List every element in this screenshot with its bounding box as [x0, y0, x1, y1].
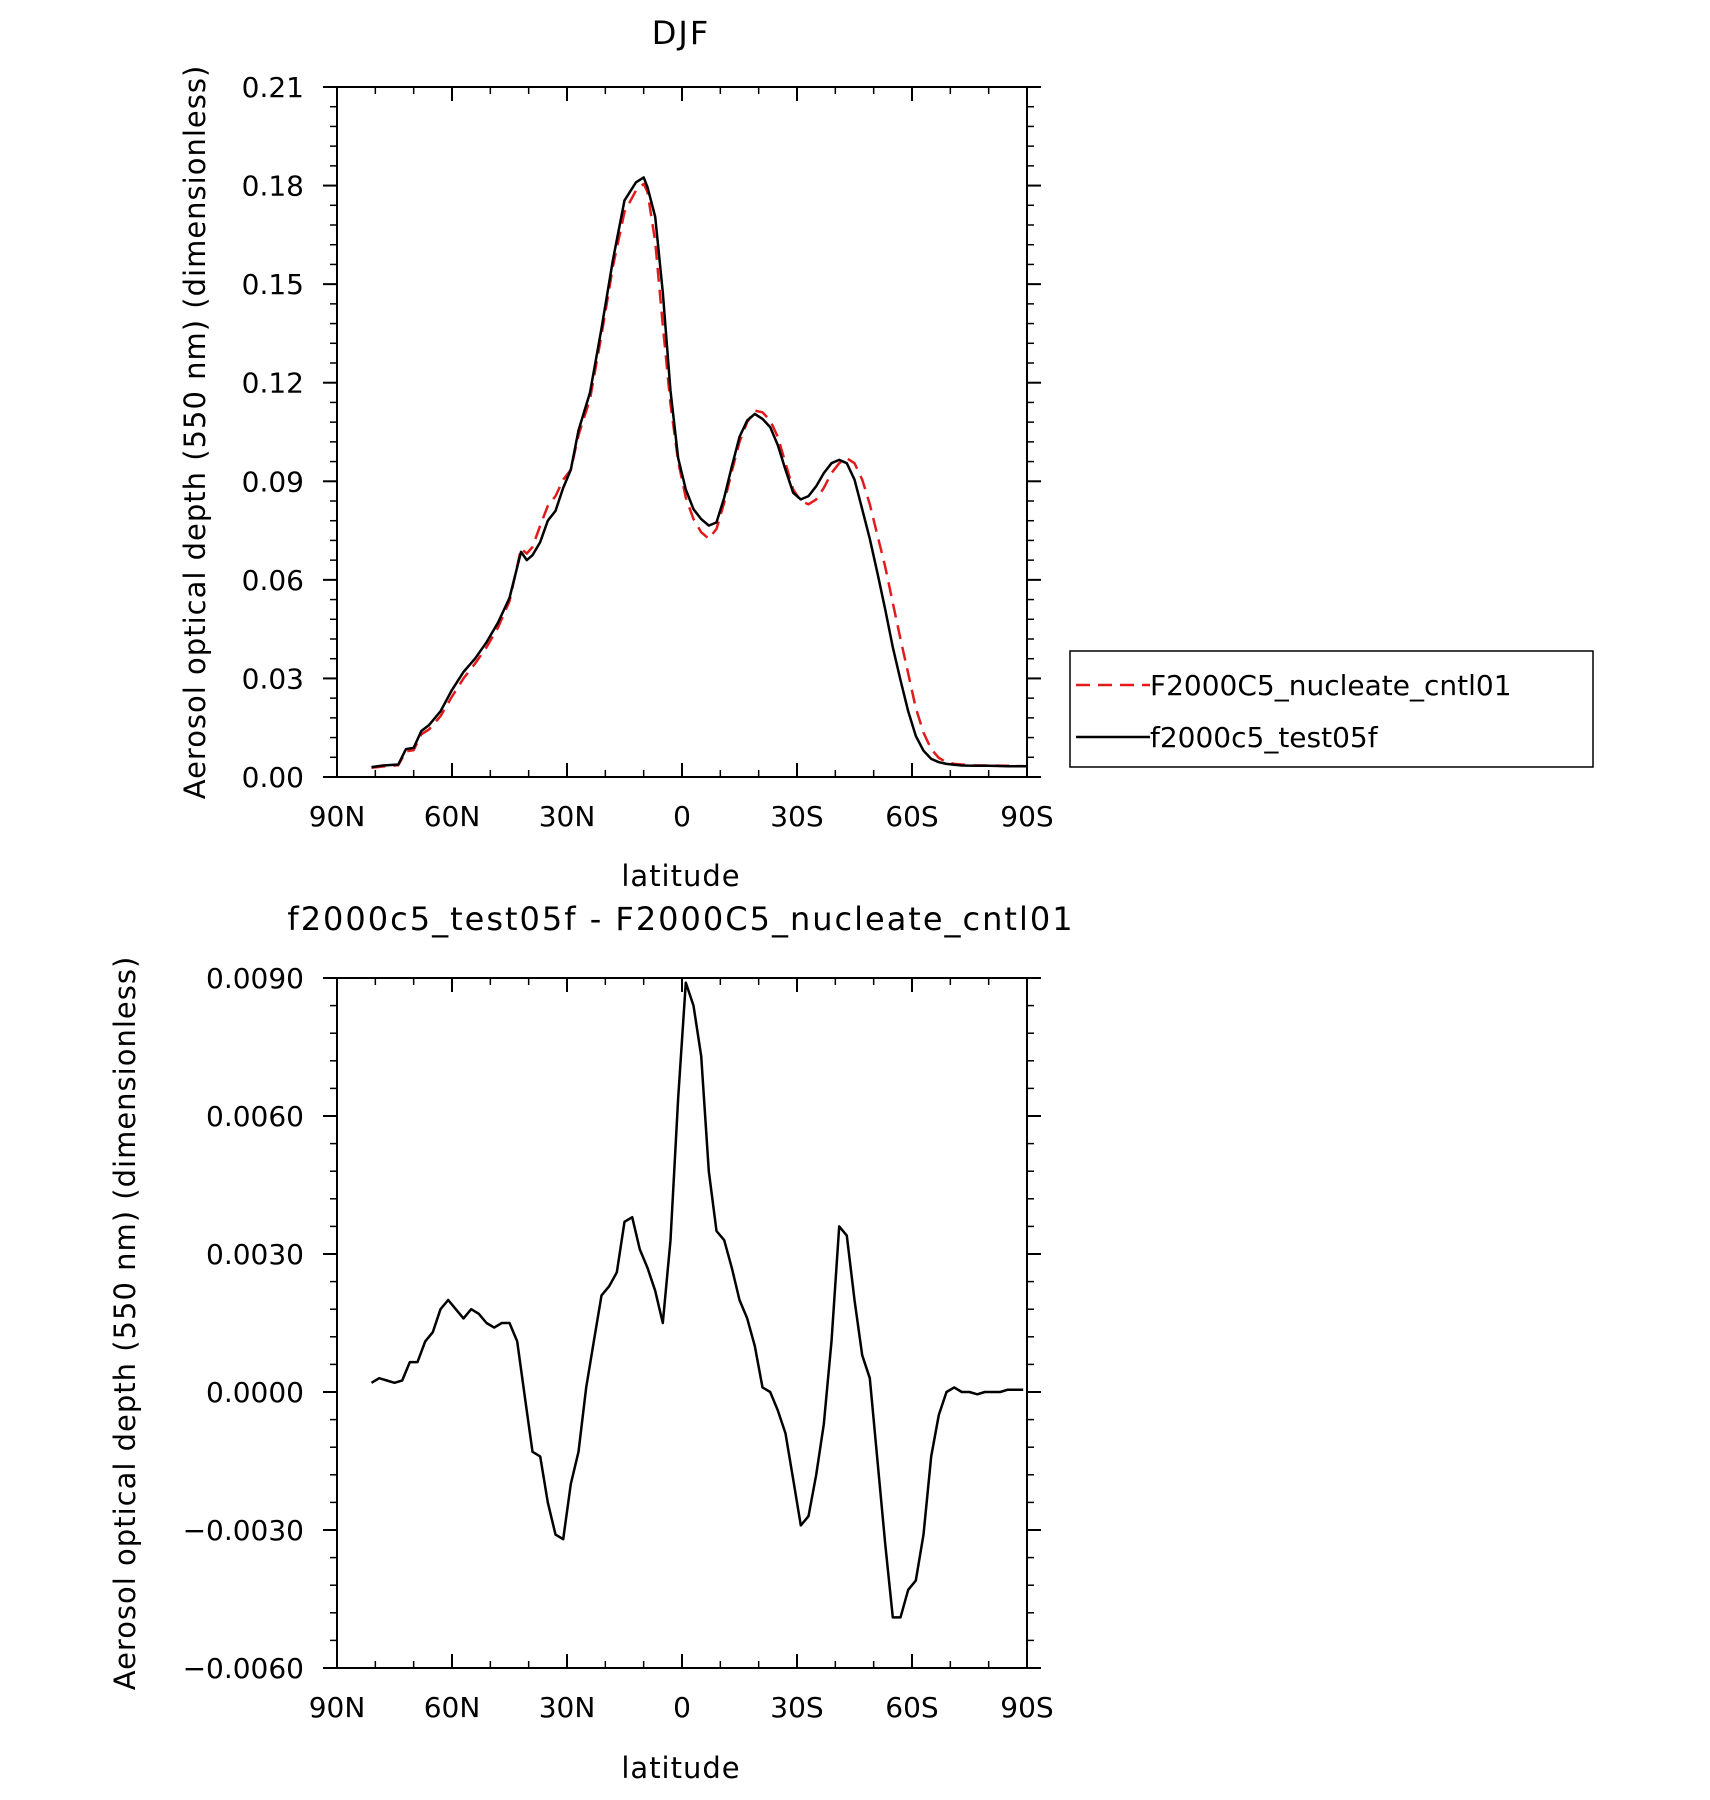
top-chart-y-tick-label: 0.18 — [242, 170, 304, 203]
top-chart-x-axis-label: latitude — [621, 859, 740, 893]
top-chart-lines — [371, 176, 1028, 770]
top-chart-y-tick-label: 0.09 — [242, 465, 304, 498]
top-chart-title: DJF — [652, 14, 710, 52]
top-chart-frame — [336, 86, 1028, 778]
top-chart-y-tick-label: 0.06 — [242, 564, 304, 597]
bottom-chart-x-tick-label: 60S — [885, 1691, 938, 1724]
bottom-chart-x-tick-label: 90N — [309, 1691, 366, 1724]
bottom-chart: f2000c5_test05f - F2000C5_nucleate_cntl0… — [108, 900, 1074, 1785]
bottom-chart-x-axis-label: latitude — [621, 1751, 740, 1785]
bottom-chart-x-tick-label: 30N — [539, 1691, 596, 1724]
top-chart-y-tick-label: 0.15 — [242, 268, 304, 301]
bottom-chart-series-difference — [370, 981, 1024, 1619]
bottom-chart-x-tick-label: 0 — [673, 1691, 691, 1724]
bottom-chart-lines — [370, 981, 1024, 1619]
top-chart-y-axis-label: Aerosol optical depth (550 nm) (dimensio… — [178, 65, 212, 800]
top-chart-x-tick-label: 90S — [1000, 800, 1053, 833]
bottom-chart-y-tick-label: −0.0030 — [183, 1514, 304, 1547]
top-chart-x-tick-label: 0 — [673, 800, 691, 833]
top-chart-y-tick-label: 0.03 — [242, 662, 304, 695]
top-chart-y-tick-label: 0.00 — [242, 761, 304, 794]
top-chart-axes: 90N 60N 30N 0 30S 60S 90S 0.00 0.03 0.06 0.09 0.12 0… — [242, 71, 1054, 833]
top-chart: DJF 90N 60N 30N 0 30S 60S 90S 0.00 0.03 0.06 0.09 0… — [178, 14, 1594, 893]
legend-label-cntl01: F2000C5_nucleate_cntl01 — [1150, 669, 1512, 702]
top-chart-x-tick-label: 60N — [424, 800, 481, 833]
bottom-chart-x-tick-label: 60N — [424, 1691, 481, 1724]
top-chart-x-tick-label: 90N — [309, 800, 366, 833]
legend-label-test05f: f2000c5_test05f — [1150, 721, 1379, 754]
legend-box — [1069, 650, 1594, 768]
bottom-chart-y-tick-label: 0.0000 — [206, 1376, 304, 1409]
top-chart-x-tick-label: 30N — [539, 800, 596, 833]
top-chart-y-tick-label: 0.21 — [242, 71, 304, 104]
bottom-chart-title: f2000c5_test05f - F2000C5_nucleate_cntl0… — [287, 900, 1074, 938]
top-chart-series-f2000c5-test05f — [371, 176, 1027, 769]
bottom-chart-x-tick-label: 30S — [770, 1691, 823, 1724]
bottom-chart-frame — [336, 977, 1028, 1669]
top-chart-series-f2000c5-nucleate-cntl01 — [371, 182, 1028, 770]
bottom-chart-y-tick-label: 0.0090 — [206, 962, 304, 995]
top-chart-x-tick-label: 60S — [885, 800, 938, 833]
bottom-chart-x-tick-label: 90S — [1000, 1691, 1053, 1724]
bottom-chart-y-tick-label: −0.0060 — [183, 1652, 304, 1685]
bottom-chart-y-axis-label: Aerosol optical depth (550 nm) (dimensio… — [108, 956, 142, 1691]
bottom-chart-y-tick-label: 0.0060 — [206, 1100, 304, 1133]
bottom-chart-axes: 90N 60N 30N 0 30S 60S 90S −0.0060 −0.0030 0.0000 0… — [183, 962, 1054, 1724]
bottom-chart-y-tick-label: 0.0030 — [206, 1238, 304, 1271]
top-chart-y-tick-label: 0.12 — [242, 367, 304, 400]
top-chart-x-tick-label: 30S — [770, 800, 823, 833]
legend: F2000C5_nucleate_cntl01 f2000c5_test05f — [1069, 650, 1594, 768]
